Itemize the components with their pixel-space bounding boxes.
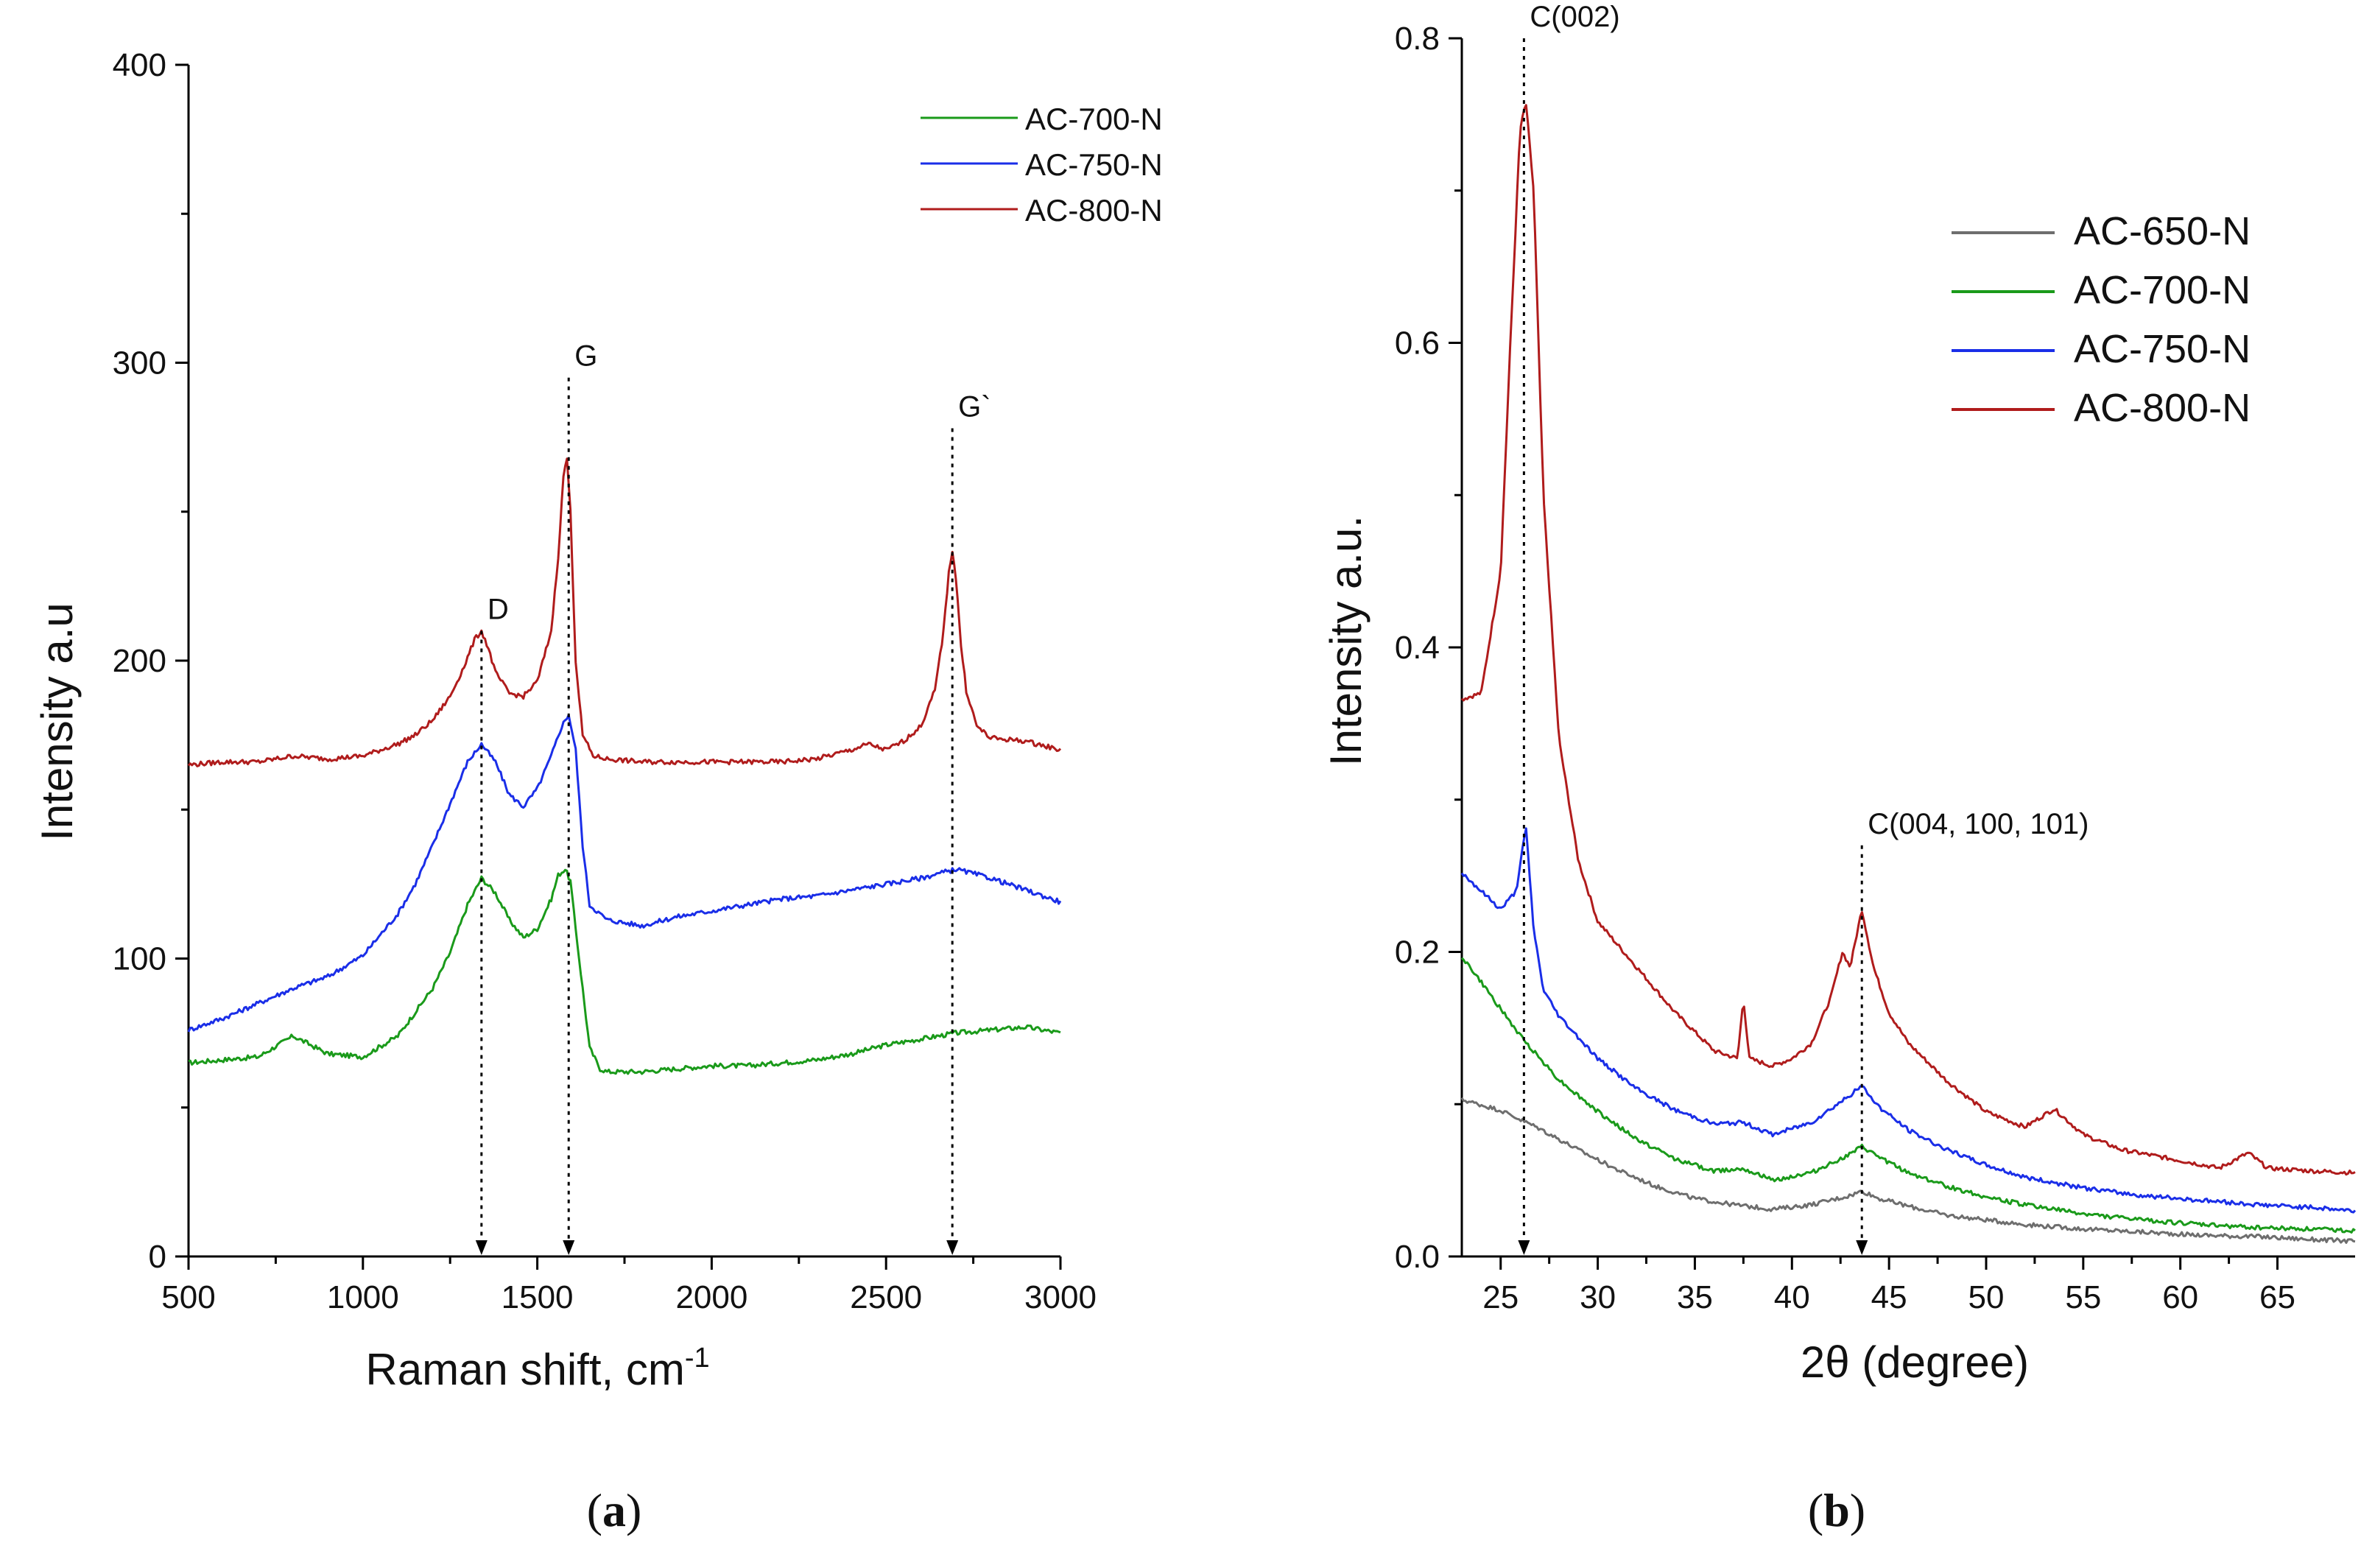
annotation-label: C(002) — [1530, 1, 1619, 33]
annotation-arrow — [946, 1240, 959, 1255]
panel-a-series — [187, 457, 1062, 1075]
x-tick-label: 50 — [1968, 1279, 2005, 1315]
panel-b-series — [1460, 104, 2357, 1244]
annotation-label: D — [488, 594, 509, 626]
panel-a-label: (a) — [587, 1484, 642, 1536]
series-line-AC-650-N — [1460, 1097, 2356, 1244]
series-line-AC-750-N — [1460, 827, 2357, 1214]
y-tick-label: 0.4 — [1395, 630, 1440, 666]
x-tick-label: 60 — [2162, 1279, 2198, 1315]
panel-a-legend: AC-700-N AC-750-N AC-800-N — [921, 102, 1163, 228]
annotation-arrow — [475, 1240, 488, 1255]
legend-label: AC-750-N — [1025, 147, 1163, 182]
annotation-label: G — [574, 340, 597, 373]
panel-a-raman-chart: 500 1000 1500 2000 2500 3000 0 100 200 300 400 D G G… — [32, 47, 1163, 1536]
y-tick-label: 0 — [149, 1239, 166, 1275]
x-tick-label: 35 — [1677, 1279, 1713, 1315]
annotation-arrow — [1856, 1240, 1868, 1255]
legend-label: AC-700-N — [1025, 102, 1163, 136]
annotation-arrow — [563, 1240, 575, 1255]
legend-label: AC-800-N — [2074, 386, 2251, 430]
x-tick-label: 30 — [1580, 1279, 1616, 1315]
panel-b-axes: 25 30 35 40 45 50 55 60 65 0.0 0.2 0.4 0.6 0.8 — [1395, 21, 2355, 1315]
series-line-AC-750-N — [187, 714, 1062, 1033]
panel-a-x-axis-label: Raman shift, cm-1 — [365, 1343, 709, 1394]
annotation-label: C(004, 100, 101) — [1868, 808, 2089, 840]
panel-a-axes: 500 1000 1500 2000 2500 3000 0 100 200 300 400 — [113, 47, 1097, 1315]
y-tick-label: 300 — [113, 345, 166, 382]
series-line-AC-700-N — [188, 868, 1061, 1075]
series-line-AC-800-N — [187, 457, 1062, 767]
series-line-AC-700-N — [1460, 957, 2356, 1234]
panel-a-y-axis-label: Intensity a.u — [32, 602, 82, 841]
x-tick-label: 2500 — [850, 1279, 922, 1315]
x-tick-label: 55 — [2065, 1279, 2101, 1315]
legend-label: AC-700-N — [2074, 268, 2251, 312]
x-tick-label: 45 — [1871, 1279, 1907, 1315]
y-tick-label: 200 — [113, 643, 166, 679]
y-tick-label: 0.8 — [1395, 21, 1440, 57]
panel-b-annotations: C(002) C(004, 100, 101) — [1518, 1, 2089, 1255]
panel-b-y-axis-label: Intensity a.u. — [1321, 516, 1370, 766]
panel-b-legend: AC-650-N AC-700-N AC-750-N AC-800-N — [1952, 209, 2251, 430]
x-tick-label: 1000 — [327, 1279, 399, 1315]
panel-a-annotations: D G G` — [475, 340, 991, 1255]
x-tick-label: 2000 — [675, 1279, 747, 1315]
annotation-label: G` — [958, 390, 991, 423]
x-tick-label: 25 — [1482, 1279, 1519, 1315]
x-tick-label: 1500 — [502, 1279, 574, 1315]
x-tick-label: 500 — [161, 1279, 215, 1315]
panel-a-x-axis-label-main: Raman shift, cm — [365, 1345, 684, 1394]
y-tick-label: 100 — [113, 941, 166, 977]
panel-b-x-axis-label: 2θ (degree) — [1801, 1337, 2029, 1387]
y-tick-label: 0.2 — [1395, 935, 1440, 971]
y-tick-label: 400 — [113, 47, 166, 83]
panel-b-xrd-chart: 25 30 35 40 45 50 55 60 65 0.0 0.2 0.4 0.6 0.8 C(002)… — [1321, 1, 2357, 1536]
series-line-AC-800-N — [1460, 104, 2356, 1176]
legend-label: AC-650-N — [2074, 209, 2251, 253]
y-tick-label: 0.6 — [1395, 326, 1440, 362]
legend-label: AC-750-N — [2074, 327, 2251, 371]
x-tick-label: 3000 — [1024, 1279, 1097, 1315]
annotation-arrow — [1518, 1240, 1530, 1255]
x-tick-label: 40 — [1774, 1279, 1810, 1315]
x-tick-label: 65 — [2259, 1279, 2295, 1315]
panel-a-x-axis-label-superscript: -1 — [685, 1343, 710, 1374]
legend-label: AC-800-N — [1025, 193, 1163, 228]
y-tick-label: 0.0 — [1395, 1239, 1440, 1275]
panel-b-label: (b) — [1808, 1484, 1865, 1536]
